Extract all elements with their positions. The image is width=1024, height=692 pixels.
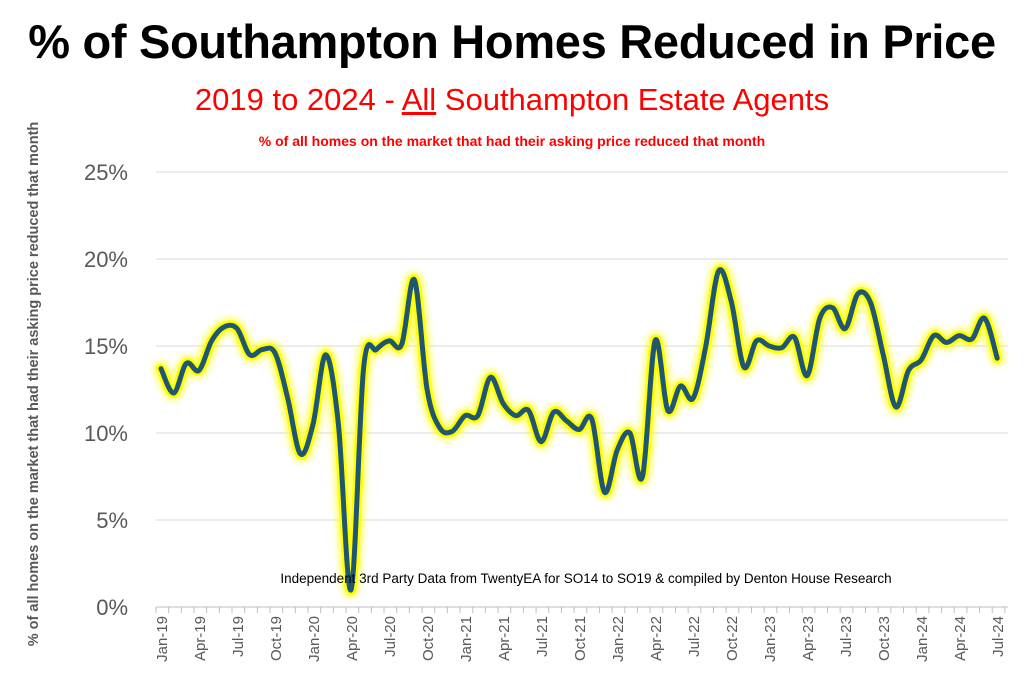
- y-tick-label: 0%: [96, 595, 128, 620]
- y-tick-label: 10%: [84, 421, 128, 446]
- y-tick-label: 20%: [84, 247, 128, 272]
- y-tick-label: 5%: [96, 508, 128, 533]
- x-tick-label: Jul-21: [534, 616, 551, 657]
- x-tick-label: Apr-20: [344, 616, 361, 661]
- x-tick-label: Oct-21: [572, 616, 589, 661]
- chart-subtitle: 2019 to 2024 - All Southampton Estate Ag…: [0, 82, 1024, 118]
- x-tick-label: Apr-21: [496, 616, 513, 661]
- x-tick-label: Apr-22: [648, 616, 665, 661]
- x-tick-label: Jan-19: [154, 616, 171, 662]
- x-tick-label: Jan-21: [458, 616, 475, 662]
- y-tick-label: 25%: [84, 160, 128, 185]
- x-tick-label: Oct-19: [268, 616, 285, 661]
- subtitle-suffix: Southampton Estate Agents: [436, 82, 830, 117]
- x-tick-label: Jul-22: [686, 616, 703, 657]
- x-tick-label: Jul-23: [838, 616, 855, 657]
- x-tick-label: Jan-22: [610, 616, 627, 662]
- x-tick-label: Apr-24: [952, 616, 969, 661]
- series-line: [158, 267, 1000, 593]
- chart-note: % of all homes on the market that had th…: [258, 133, 766, 149]
- x-tick-label: Apr-23: [800, 616, 817, 661]
- x-tick-label: Jul-19: [230, 616, 247, 657]
- x-tick-label: Oct-23: [876, 616, 893, 661]
- chart-title: % of Southampton Homes Reduced in Price: [28, 15, 996, 68]
- x-tick-label: Jul-24: [990, 616, 1007, 657]
- y-tick-label: 15%: [84, 334, 128, 359]
- x-tick-label: Jan-24: [914, 616, 931, 662]
- x-tick-label: Oct-20: [420, 616, 437, 661]
- x-tick-label: Jan-20: [306, 616, 323, 662]
- x-tick-label: Oct-22: [724, 616, 741, 661]
- subtitle-underlined: All: [401, 82, 437, 117]
- subtitle-prefix: 2019 to 2024 -: [194, 82, 402, 117]
- source-annotation: Independent 3rd Party Data from TwentyEA…: [280, 571, 891, 586]
- y-axis-label: % of all homes on the market that had th…: [26, 122, 42, 647]
- x-tick-label: Apr-19: [192, 616, 209, 661]
- x-tick-label: Jul-20: [382, 616, 399, 657]
- x-tick-label: Jan-23: [762, 616, 779, 662]
